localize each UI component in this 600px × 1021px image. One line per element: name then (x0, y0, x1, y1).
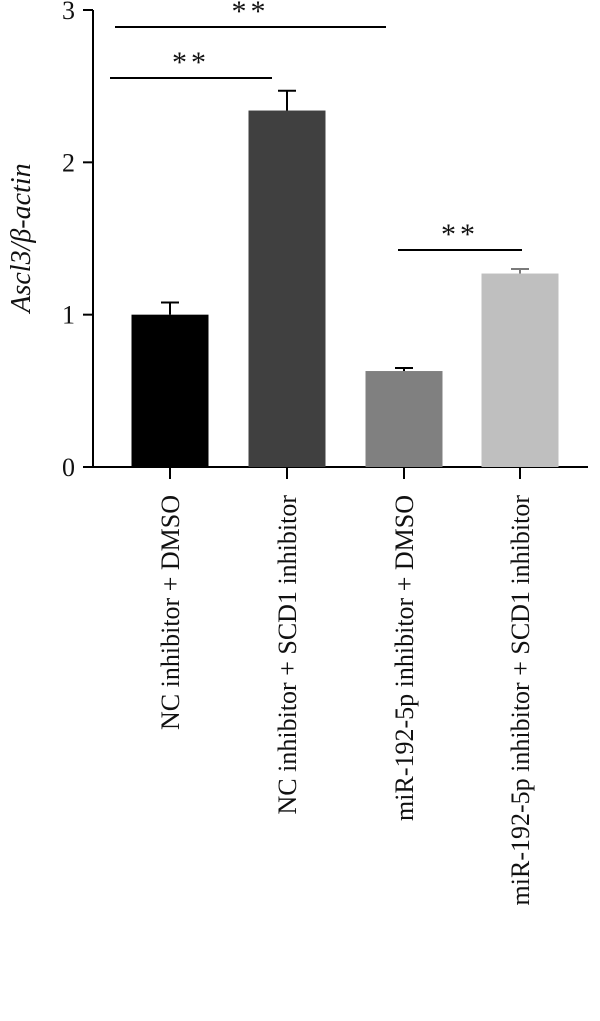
bar-0 (131, 314, 209, 467)
significance-label-1: ** (172, 46, 210, 79)
y-tick-label-1: 1 (62, 301, 75, 330)
bar-3 (481, 273, 559, 467)
bar-1 (248, 110, 326, 467)
category-label-2: miR-192-5p inhibitor + DMSO (390, 495, 419, 821)
significance-label-2: ** (441, 218, 479, 251)
bar-2 (365, 371, 443, 467)
y-tick-label-0: 0 (62, 453, 75, 482)
y-tick-label-3: 3 (62, 0, 75, 25)
significance-label-0: ** (232, 0, 270, 28)
category-label-0: NC inhibitor + DMSO (156, 495, 185, 730)
category-label-1: NC inhibitor + SCD1 inhibitor (273, 495, 302, 815)
y-tick-label-2: 2 (62, 148, 75, 177)
y-axis-label: Ascl3/β-actin (6, 163, 37, 314)
category-label-3: miR-192-5p inhibitor + SCD1 inhibitor (506, 495, 535, 906)
